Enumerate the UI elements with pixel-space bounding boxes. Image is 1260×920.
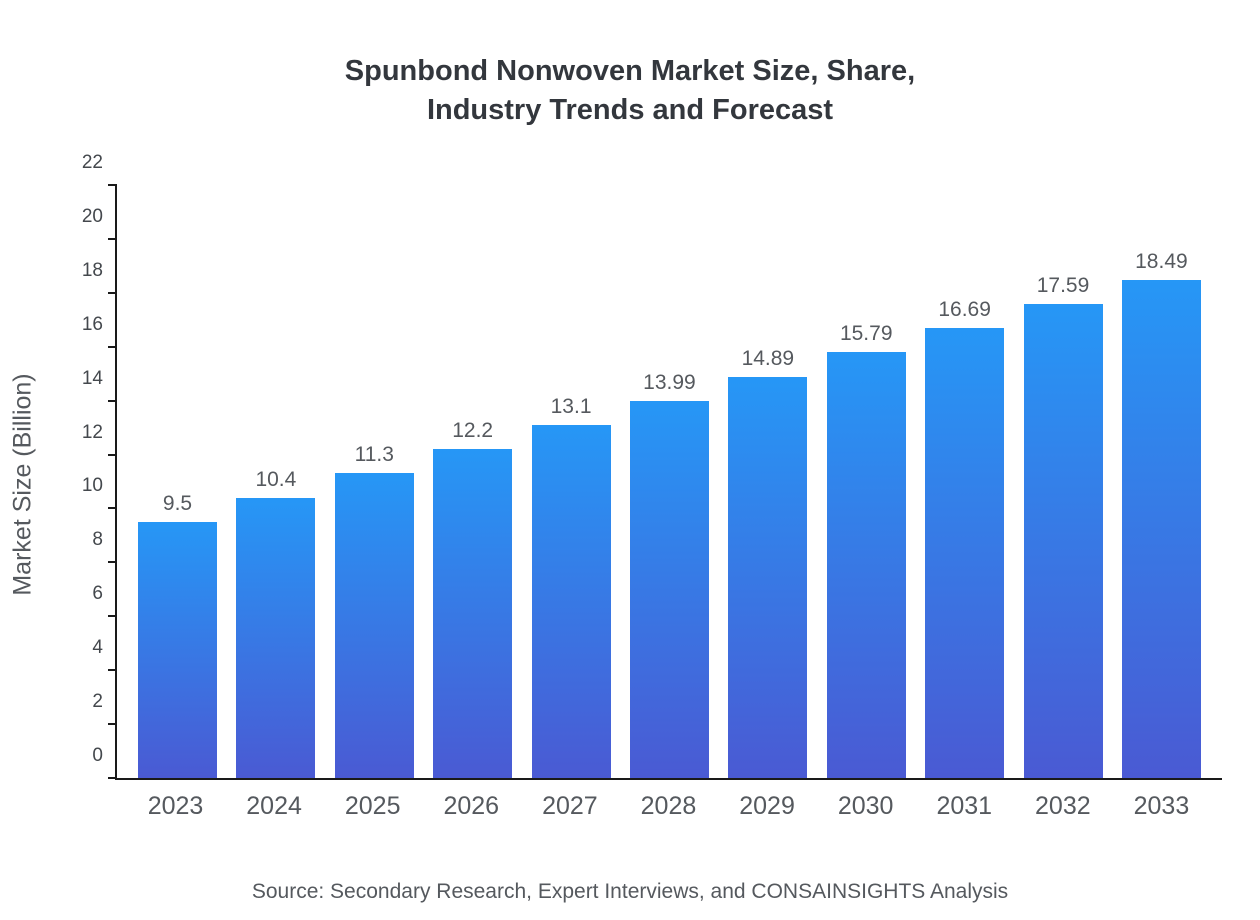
x-tick-label: 2031 (936, 792, 993, 820)
bar-cell: 10.4 (236, 185, 316, 778)
x-tick-label: 2032 (1035, 792, 1091, 820)
y-tick-label: 16 (81, 313, 103, 335)
y-tick-label: 6 (92, 583, 103, 605)
y-tick (108, 237, 117, 240)
x-tick-label: 2033 (1133, 792, 1190, 820)
bar-value-label: 9.5 (162, 491, 193, 515)
y-tick-label: 4 (92, 637, 103, 659)
y-tick-label: 8 (92, 529, 103, 551)
x-tick-label: 2024 (246, 792, 302, 820)
x-tick-label: 2030 (837, 792, 894, 820)
y-tick (108, 777, 117, 779)
bar-value-label: 13.99 (643, 370, 696, 394)
bar-2031 (925, 328, 1005, 778)
y-tick (108, 561, 117, 564)
bar-cell: 11.3 (334, 185, 414, 778)
bar-2030 (826, 352, 906, 778)
y-tick (108, 669, 117, 672)
x-tick-label: 2029 (739, 792, 795, 820)
y-tick (108, 399, 117, 402)
y-tick-label: 2 (92, 691, 103, 713)
y-tick (108, 723, 117, 726)
x-tick-label: 2027 (542, 792, 598, 820)
source-note: Source: Secondary Research, Expert Inter… (251, 880, 1009, 903)
bar-cell: 13.1 (531, 185, 611, 778)
chart-title: Spunbond Nonwoven Market Size, Share, In… (0, 52, 1260, 130)
chart-title-line1: Spunbond Nonwoven Market Size, Share, (344, 55, 916, 87)
x-tick-label: 2028 (640, 792, 697, 820)
y-tick (108, 184, 117, 186)
x-tick-label: 2026 (443, 792, 500, 820)
bar-value-label: 13.1 (550, 394, 592, 418)
bar-cell: 18.49 (1121, 185, 1201, 778)
bar-value-label: 16.69 (938, 298, 991, 322)
y-tick-label: 22 (81, 152, 103, 173)
y-tick-label: 10 (81, 475, 103, 497)
bar-2027 (531, 424, 611, 778)
x-axis-labels: 2023 2024 2025 2026 2027 2028 2029 2030 2031 2032… (115, 792, 1222, 821)
bar-2025 (334, 473, 414, 778)
y-tick-label: 12 (81, 421, 103, 443)
bar-cell: 9.5 (138, 185, 217, 778)
bar-cell: 17.59 (1023, 185, 1103, 778)
x-tick-label: 2025 (344, 792, 401, 820)
y-tick (108, 615, 117, 618)
bar-cell: 13.99 (629, 185, 709, 778)
y-tick (108, 453, 117, 456)
bar-value-label: 10.4 (255, 467, 297, 491)
y-tick-label: 0 (92, 745, 103, 766)
bar-cell: 12.2 (433, 185, 513, 778)
bar-cell: 14.89 (728, 185, 808, 778)
chart-title-line2: Industry Trends and Forecast (426, 94, 834, 127)
bars-row: 9.5 10.4 11.3 12.2 13.1 13.99 14.89 15.79 16.69 1… (117, 185, 1222, 778)
y-axis-title: Market Size (Billion) (8, 373, 37, 596)
bar-2032 (1023, 303, 1103, 778)
bar-value-label: 14.89 (741, 346, 795, 370)
bar-cell: 16.69 (925, 185, 1005, 778)
bar-value-label: 18.49 (1135, 249, 1188, 273)
y-tick (108, 291, 117, 294)
y-tick-label: 18 (81, 259, 103, 281)
bar-2023 (138, 521, 217, 778)
bar-2028 (629, 400, 709, 778)
plot-area: 0 2 4 6 8 10 12 14 16 18 20 22 9.5 10.4 11.3 12.2 13.1 1… (82, 152, 1222, 780)
bar-2026 (433, 449, 513, 778)
bar-2029 (728, 376, 808, 778)
bar-value-label: 11.3 (354, 443, 394, 467)
bar-2024 (236, 497, 316, 778)
y-tick (108, 507, 117, 510)
y-tick-label: 20 (81, 205, 103, 227)
bar-value-label: 17.59 (1036, 273, 1090, 297)
x-tick-label: 2023 (147, 792, 204, 820)
bar-value-label: 15.79 (839, 322, 893, 346)
y-tick (108, 345, 117, 348)
bar-cell: 15.79 (826, 185, 906, 778)
y-tick-label: 14 (81, 367, 103, 389)
bar-2033 (1121, 279, 1201, 778)
bar-value-label: 12.2 (452, 419, 494, 443)
